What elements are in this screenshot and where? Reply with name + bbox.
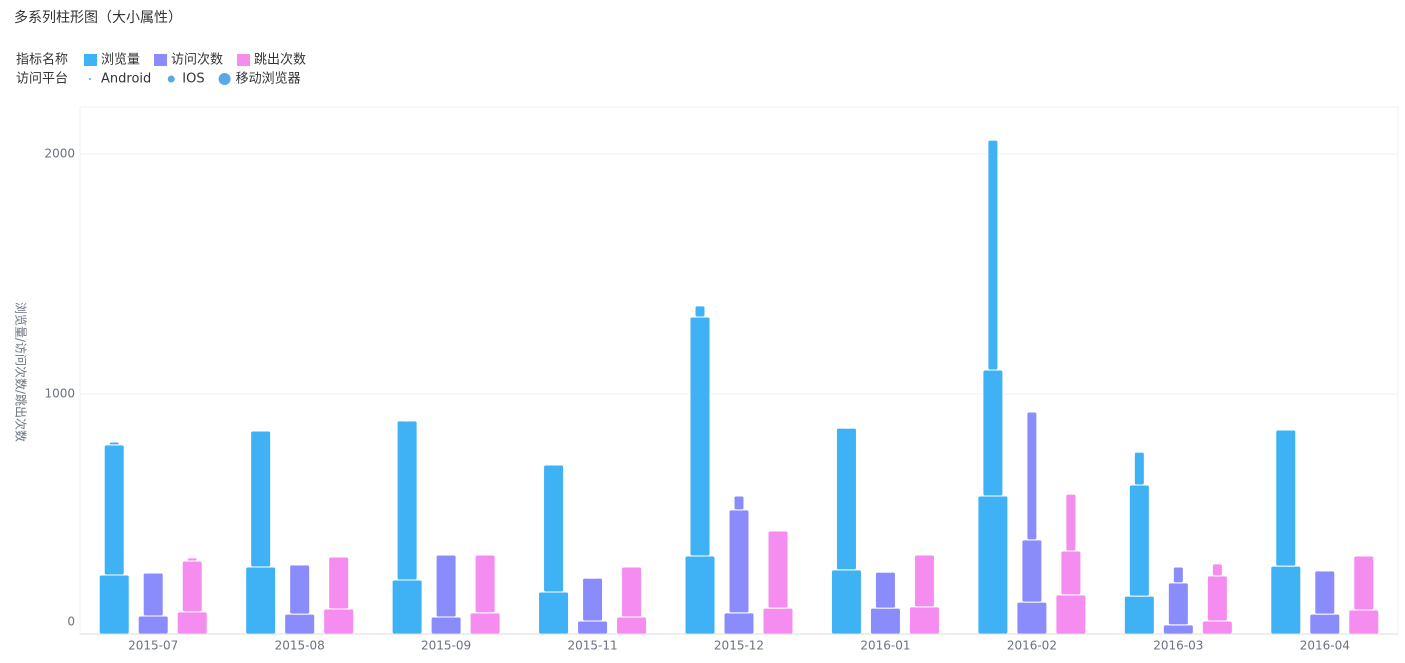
- x-tick-label: 2015-08: [275, 639, 325, 653]
- bar-segment: [830, 569, 862, 635]
- bar-segment: [694, 305, 706, 318]
- legend-swatch: [84, 54, 97, 66]
- bar-segment: [323, 608, 355, 635]
- bar-segment: [1211, 563, 1223, 577]
- bar-segment: [1348, 609, 1380, 635]
- bar-segment: [772, 529, 784, 532]
- bar-segment: [1270, 565, 1302, 635]
- x-tick-label: 2016-03: [1153, 639, 1203, 653]
- legend-label: 访问次数: [171, 52, 223, 68]
- bar-segment: [396, 420, 418, 581]
- bar-segment: [1172, 566, 1184, 584]
- bar-segment: [548, 463, 560, 466]
- bar-segment: [435, 554, 457, 618]
- bar-segment: [108, 441, 120, 446]
- legend-dot: [218, 73, 231, 85]
- bar-segment: [733, 495, 745, 511]
- bar-segment: [401, 419, 413, 422]
- x-tick-label: 2015-12: [714, 639, 764, 653]
- chart-title: 多系列柱形图（大小属性）: [14, 9, 182, 26]
- bar-segment: [762, 607, 794, 635]
- bar-segment: [728, 509, 750, 614]
- y-axis-label: 浏览量/访问次数/跳出次数: [14, 302, 29, 442]
- bar-segment: [1353, 555, 1375, 611]
- bar-segment: [1206, 575, 1228, 622]
- legend-label: 移动浏览器: [236, 71, 301, 87]
- bar-segment: [137, 615, 169, 635]
- bar-segment: [869, 607, 901, 635]
- bar-segment: [767, 530, 789, 609]
- bar-segment: [1055, 594, 1087, 635]
- legend-label: IOS: [182, 72, 204, 87]
- x-tick-label: 2015-07: [128, 639, 178, 653]
- legend-dot: [89, 78, 91, 80]
- bar-segment: [103, 444, 125, 576]
- bar-segment: [1309, 613, 1341, 635]
- bar-segment: [582, 577, 604, 622]
- bar-segment: [255, 429, 267, 432]
- bar-segment: [684, 555, 716, 635]
- bar-segment: [474, 554, 496, 614]
- legend-dot: [167, 75, 175, 83]
- bar-segment: [1167, 582, 1189, 626]
- bar-segment: [1060, 550, 1082, 596]
- bar-segment: [977, 495, 1009, 635]
- bar-segment: [1201, 620, 1233, 635]
- bar-segment: [181, 560, 203, 613]
- bar-segment: [1026, 411, 1038, 541]
- bar-segment: [1280, 428, 1292, 431]
- bar-segment: [1021, 539, 1043, 603]
- bar-segment: [1133, 451, 1145, 486]
- bar-segment: [250, 430, 272, 568]
- bar-segment: [176, 611, 208, 635]
- x-tick-label: 2016-01: [860, 639, 910, 653]
- bar-segment: [328, 556, 350, 610]
- x-tick-label: 2016-04: [1300, 639, 1350, 653]
- bar-segment: [1128, 484, 1150, 597]
- x-tick-label: 2016-02: [1007, 639, 1057, 653]
- legend-metric-label: 指标名称: [16, 52, 68, 68]
- bar-segment: [284, 613, 316, 635]
- bar-segment: [908, 606, 940, 635]
- bar-segment: [723, 612, 755, 635]
- bar-segment: [1016, 601, 1048, 635]
- bar-segment: [987, 139, 999, 371]
- bar-segment: [543, 464, 565, 593]
- bar-segment: [391, 579, 423, 635]
- bar-segment: [1123, 595, 1155, 635]
- bar-segment: [430, 616, 462, 635]
- bar-segment: [874, 571, 896, 609]
- legend-label: 浏览量: [101, 52, 140, 68]
- bar-segment: [913, 554, 935, 608]
- legend-swatch: [154, 54, 168, 66]
- y-tick-label: 0: [67, 615, 75, 629]
- bar-segment: [1314, 570, 1336, 615]
- legend-label: Android: [101, 72, 151, 87]
- bar-segment: [577, 620, 609, 635]
- x-tick-label: 2015-09: [421, 639, 471, 653]
- bar-segment: [142, 572, 164, 617]
- bar-segment: [835, 427, 857, 571]
- bar-segment: [840, 426, 852, 429]
- y-tick-label: 1000: [44, 387, 75, 401]
- bar-segment: [616, 616, 648, 635]
- bar-segment: [186, 557, 198, 562]
- legend-platform-label: 访问平台: [16, 72, 68, 87]
- bar-segment: [469, 612, 501, 635]
- y-tick-label: 2000: [44, 147, 75, 161]
- bar-segment: [289, 564, 311, 615]
- legend-swatch: [237, 54, 251, 66]
- bar-segment: [621, 566, 643, 618]
- bar-segment: [1065, 493, 1077, 552]
- x-tick-label: 2015-11: [567, 639, 617, 653]
- bar-segment: [98, 574, 130, 635]
- bar-segment: [1162, 624, 1194, 635]
- legend-label: 跳出次数: [254, 52, 306, 68]
- bar-segment: [538, 591, 570, 635]
- bar-segment: [982, 369, 1004, 497]
- bar-segment: [1275, 429, 1297, 567]
- bar-segment: [245, 566, 277, 635]
- bar-segment: [689, 316, 711, 557]
